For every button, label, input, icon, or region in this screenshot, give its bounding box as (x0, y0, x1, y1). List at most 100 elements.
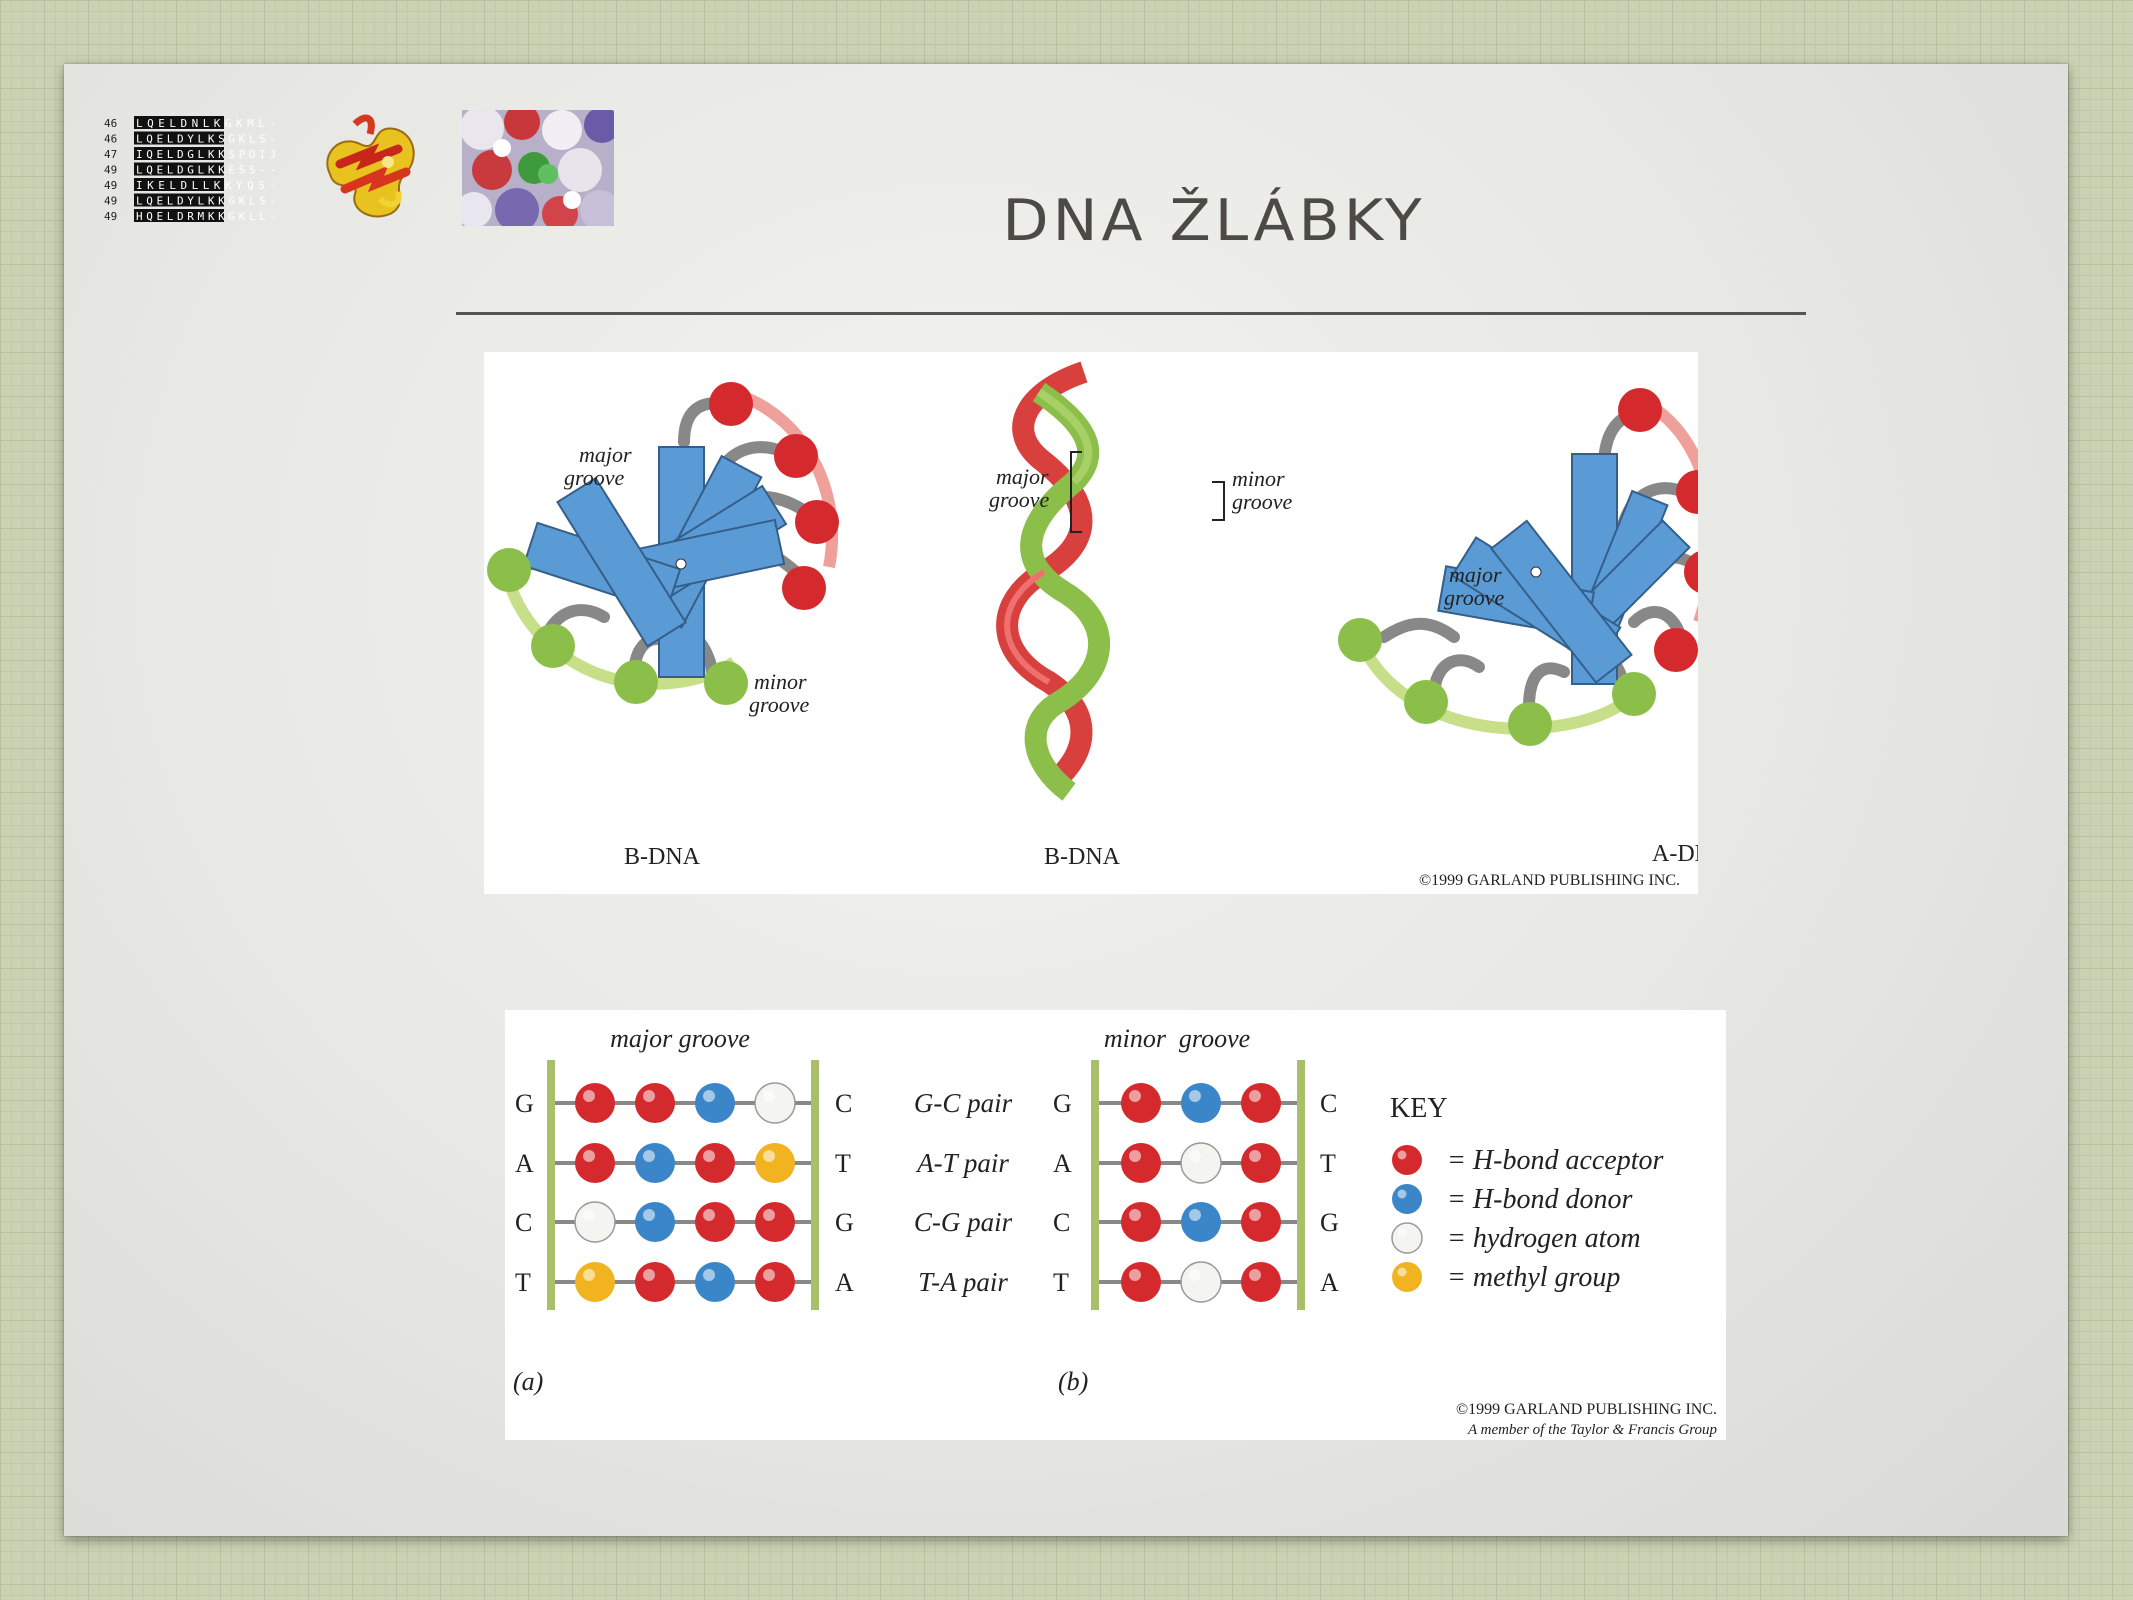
key-label: = methyl group (1447, 1262, 1620, 1293)
panel-b-right-base: T (1320, 1149, 1336, 1178)
panel-b-left-base: T (1053, 1268, 1069, 1297)
bdna-top-red-atoms (709, 382, 839, 610)
key-heading: KEY (1390, 1093, 1448, 1124)
alignment-row-number: 46 (104, 117, 117, 130)
alignment-row-sequence: IKELDLLKKYQS- (136, 179, 276, 192)
panel-b-left-base: G (1053, 1089, 1072, 1118)
panel-a-rows: G C G-C pair A T A-T pair C G C-G pair T A T-A pair (515, 1082, 1013, 1302)
adna-major-label-1: major (1449, 562, 1502, 587)
pair-label: G-C pair (914, 1088, 1013, 1118)
key-item: = H-bond donor (1392, 1184, 1632, 1215)
panel-b-left-base: C (1053, 1208, 1070, 1237)
helix-minor-label-1: minor (1232, 466, 1285, 491)
alignment-row: 49 LQELDYLKKGKLS- (104, 193, 276, 208)
acceptor-atom (1121, 1262, 1161, 1302)
panel-a-row: G C G-C pair (515, 1082, 1013, 1124)
helix-major-label-1: major (996, 464, 1049, 489)
key-label: = H-bond acceptor (1447, 1145, 1664, 1176)
panel-a-row: T A T-A pair (515, 1262, 1008, 1302)
bdna-major-label-2: groove (564, 465, 625, 490)
donor-atom (695, 1262, 735, 1302)
panel-b-left-rail (1091, 1060, 1099, 1310)
top-copyright-2: A member of the Taylor & Francis Group (1430, 893, 1681, 894)
hydrogen-atom (574, 1201, 616, 1243)
acceptor-atom (1121, 1143, 1161, 1183)
alignment-row-number: 47 (104, 148, 117, 161)
acceptor-atom (575, 1083, 615, 1123)
bdna-top-view: major groove minor groove B-DNA (487, 382, 839, 870)
alignment-row-sequence: LQELDNLKGKML- (136, 117, 276, 130)
key-legend: KEY = H-bond acceptor = H-bond donor = hydr… (1390, 1093, 1664, 1293)
panel-a-row: C G C-G pair (515, 1201, 1013, 1243)
acceptor-atom (1241, 1262, 1281, 1302)
helix-major-label-2: groove (989, 487, 1050, 512)
bdna-top-caption: B-DNA (624, 844, 701, 870)
panel-a-left-base: G (515, 1089, 534, 1118)
acceptor-atom (635, 1262, 675, 1302)
panel-b-right-rail (1297, 1060, 1305, 1310)
alignment-row: 46 LQELDYLKSGKLS- (104, 131, 276, 146)
adna-red-atoms (1618, 388, 1698, 672)
acceptor-atom (1241, 1083, 1281, 1123)
methyl-atom (755, 1143, 795, 1183)
methyl-atom (575, 1262, 615, 1302)
panel-b-right-base: A (1320, 1268, 1339, 1297)
slide: 46 LQELDNLKGKML- 46 LQELDYLKSGKLS- 47 IQELDGL… (64, 64, 2068, 1536)
panel-a-right-base: G (835, 1208, 854, 1237)
donor-swatch (1392, 1184, 1422, 1214)
panel-a-right-base: C (835, 1089, 852, 1118)
methyl-swatch (1392, 1262, 1422, 1292)
pair-label: T-A pair (918, 1267, 1008, 1297)
panel-a-right-base: A (835, 1268, 854, 1297)
protein-surface-thumbnail (462, 110, 614, 226)
key-item: = H-bond acceptor (1392, 1145, 1664, 1176)
title-divider (456, 312, 1806, 315)
bdna-minor-label-2: groove (749, 692, 810, 717)
bottom-copyright-1: ©1999 GARLAND PUBLISHING INC. (1456, 1401, 1717, 1418)
adna-green-atoms (1338, 618, 1656, 746)
donor-atom (1181, 1202, 1221, 1242)
acceptor-atom (755, 1202, 795, 1242)
alignment-row: 46 LQELDNLKGKML- (104, 116, 276, 130)
top-copyright-1: ©1999 GARLAND PUBLISHING INC. (1419, 872, 1680, 889)
protein-ribbon-thumbnail (326, 114, 415, 218)
alignment-row: 49 HQELDRMKKGKLL- (104, 209, 276, 223)
bdna-helix-side-view: major groove minor groove B-DNA (989, 361, 1293, 870)
donor-atom (635, 1202, 675, 1242)
panel-a-row: A T A-T pair (515, 1143, 1009, 1183)
hydrogen-atom (754, 1082, 796, 1124)
panel-a-tag: (a) (513, 1367, 543, 1396)
bottom-copyright-2: A member of the Taylor & Francis Group (1467, 1422, 1718, 1438)
acceptor-atom (1121, 1202, 1161, 1242)
panel-a-left-base: A (515, 1149, 534, 1178)
alignment-row-number: 49 (104, 164, 117, 177)
acceptor-atom (1121, 1083, 1161, 1123)
hydrogen-atom (1180, 1261, 1222, 1303)
pair-label: C-G pair (914, 1207, 1013, 1237)
adna-caption: A-DNA (1652, 841, 1698, 867)
hydrogen-swatch (1391, 1222, 1423, 1254)
alignment-row: 49 IKELDLLKKYQS- (104, 178, 276, 192)
groove-pattern-figure: major groove minor groove G C G-C pair A T A-… (505, 1010, 1726, 1440)
panel-a-right-rail (811, 1060, 819, 1310)
panel-a-left-rail (547, 1060, 555, 1310)
alignment-row-number: 49 (104, 195, 117, 208)
panel-a-left-base: C (515, 1208, 532, 1237)
acceptor-swatch (1392, 1145, 1422, 1175)
panel-b-right-base: G (1320, 1208, 1339, 1237)
donor-atom (1181, 1083, 1221, 1123)
sequence-alignment-thumbnail: 46 LQELDNLKGKML-46 LQELDYLKSGKLS-47 IQELDGL… (104, 116, 276, 223)
adna-top-view: major groove A-DNA (1338, 388, 1698, 867)
key-label: = H-bond donor (1447, 1184, 1632, 1215)
donor-atom (695, 1083, 735, 1123)
donor-atom (635, 1143, 675, 1183)
panel-a-right-base: T (835, 1149, 851, 1178)
bdna-minor-label-1: minor (754, 669, 807, 694)
helix-caption: B-DNA (1044, 844, 1121, 870)
panel-b-rows: G CA TC GT A (1053, 1083, 1339, 1303)
key-item: = methyl group (1392, 1262, 1620, 1293)
